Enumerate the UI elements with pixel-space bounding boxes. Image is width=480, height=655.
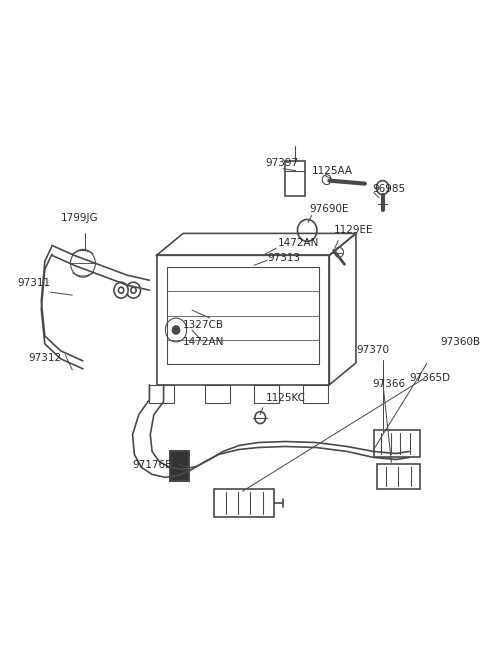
Bar xyxy=(373,430,420,457)
Text: 1472AN: 1472AN xyxy=(183,337,225,347)
Text: 97313: 97313 xyxy=(267,253,300,263)
Bar xyxy=(214,489,275,517)
Text: 97366: 97366 xyxy=(372,379,405,389)
Text: 1125KC: 1125KC xyxy=(265,393,306,403)
Text: 1799JG: 1799JG xyxy=(61,214,98,223)
Bar xyxy=(170,451,189,481)
Bar xyxy=(205,384,230,403)
Text: 97176E: 97176E xyxy=(132,460,172,470)
Bar xyxy=(377,464,420,489)
Bar xyxy=(156,255,329,384)
Bar xyxy=(149,384,174,403)
Text: 97360B: 97360B xyxy=(440,337,480,347)
Text: 1125AA: 1125AA xyxy=(312,166,353,176)
Text: 96985: 96985 xyxy=(372,183,405,194)
Circle shape xyxy=(114,282,128,298)
Text: 97311: 97311 xyxy=(17,278,50,288)
Text: 97370: 97370 xyxy=(356,345,389,355)
Text: 97397: 97397 xyxy=(265,158,299,168)
Bar xyxy=(303,384,327,403)
Text: 97365D: 97365D xyxy=(409,373,450,383)
Text: 1327CB: 1327CB xyxy=(183,320,224,330)
Bar xyxy=(254,384,279,403)
Text: 1472AN: 1472AN xyxy=(278,238,319,248)
Text: 97690E: 97690E xyxy=(310,204,349,214)
Bar xyxy=(167,267,319,364)
Circle shape xyxy=(172,326,180,334)
Text: 1129EE: 1129EE xyxy=(334,225,373,235)
Bar xyxy=(285,160,304,196)
Text: 97312: 97312 xyxy=(28,353,61,363)
Circle shape xyxy=(126,282,141,298)
Bar xyxy=(170,451,189,481)
